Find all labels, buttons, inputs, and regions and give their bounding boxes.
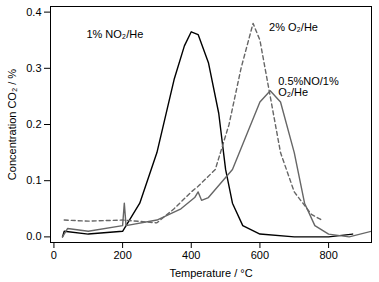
svg-text:Temperature / °C: Temperature / °C [169, 267, 252, 279]
svg-text:0.4: 0.4 [26, 6, 41, 18]
svg-text:0.0: 0.0 [26, 230, 41, 242]
svg-text:600: 600 [251, 249, 269, 261]
svg-text:0.2: 0.2 [26, 118, 41, 130]
svg-text:0: 0 [51, 249, 57, 261]
svg-text:Concentration CO₂ / %: Concentration CO₂ / % [6, 69, 18, 180]
svg-text:0.3: 0.3 [26, 62, 41, 74]
svg-text:0.5%NO/1%O₂/He: 0.5%NO/1%O₂/He [278, 75, 339, 98]
svg-text:800: 800 [319, 249, 337, 261]
svg-text:1% NO₂/He: 1% NO₂/He [86, 28, 143, 40]
svg-text:400: 400 [182, 249, 200, 261]
svg-text:0.1: 0.1 [26, 174, 41, 186]
svg-text:2% O₂/He: 2% O₂/He [269, 21, 318, 33]
svg-text:200: 200 [113, 249, 131, 261]
